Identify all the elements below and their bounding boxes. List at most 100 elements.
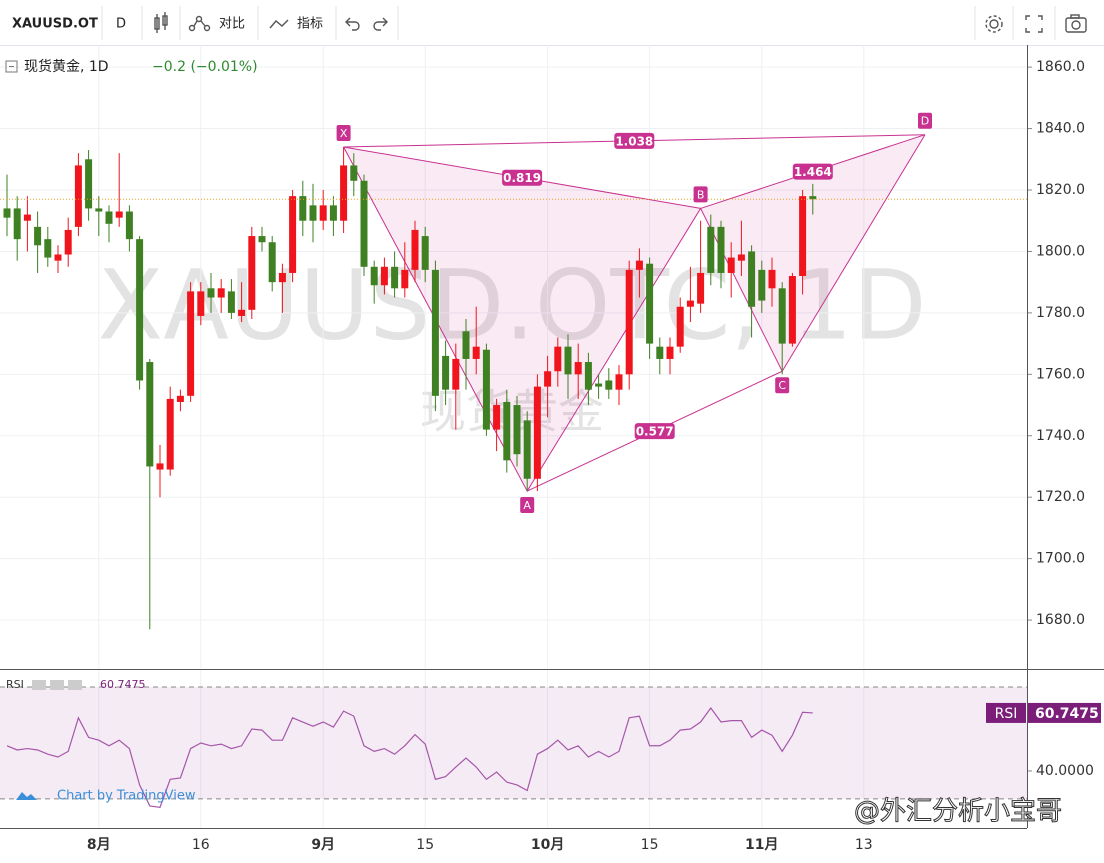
- candle-body: [115, 211, 123, 218]
- candle-body: [217, 288, 225, 298]
- signature: @外汇分析小宝哥: [854, 797, 1062, 827]
- tradingview-logo: [16, 792, 37, 800]
- rsi-tick-label: 40.0000: [1036, 763, 1094, 779]
- candle-body: [156, 463, 164, 470]
- candle-body: [768, 269, 776, 289]
- pattern-fill: [700, 134, 925, 372]
- candle-body: [564, 346, 572, 375]
- candle-body: [697, 272, 705, 304]
- ratio-label: 0.819: [503, 171, 541, 185]
- collapse-icon[interactable]: [5, 60, 18, 73]
- candle-body: [462, 331, 470, 359]
- point-label: A: [523, 499, 531, 512]
- candle-body: [391, 266, 399, 289]
- rsi-legend-name: RSI: [6, 678, 24, 691]
- plot-area: XAUUSD.OTC, 1D 现货黄金 1680.0 1700.0 1720.0 1740…: [0, 45, 1104, 853]
- candle-body: [554, 346, 562, 372]
- candle-body: [319, 205, 327, 221]
- candle-body: [238, 309, 246, 316]
- rsi-legend-icon[interactable]: [50, 680, 64, 690]
- candle-body: [533, 386, 541, 479]
- compare[interactable]: 对比: [219, 17, 245, 32]
- y-tick-label: 1700.0: [1036, 551, 1085, 567]
- candle-icon[interactable]: [154, 12, 168, 33]
- candle-body: [421, 236, 429, 270]
- candle-body: [23, 214, 31, 221]
- ratio-label: 0.577: [636, 425, 674, 439]
- candle-body: [809, 196, 817, 200]
- candle-body: [340, 165, 348, 221]
- candle-body: [64, 229, 72, 255]
- point-label: X: [340, 127, 348, 140]
- candle-body: [54, 254, 62, 261]
- candle-body: [442, 355, 450, 390]
- candle-body: [13, 208, 21, 240]
- rsi-legend-icon[interactable]: [68, 680, 82, 690]
- x-tick-label: 10月: [531, 837, 564, 853]
- candle-body: [635, 260, 643, 270]
- rsi-legend-icon[interactable]: [32, 680, 46, 690]
- point-label: D: [921, 115, 929, 128]
- candle-body: [309, 205, 317, 221]
- candle-body: [472, 346, 480, 359]
- point-label: C: [778, 379, 786, 392]
- watermark-sub: 现货黄金: [420, 385, 604, 439]
- candle-body: [227, 291, 235, 313]
- candle-body: [799, 196, 807, 277]
- fullscreen-icon[interactable]: [1025, 15, 1043, 33]
- x-tick-label: 9月: [311, 837, 335, 853]
- interval[interactable]: D: [116, 17, 126, 32]
- candle-body: [187, 291, 195, 396]
- symbol[interactable]: XAUUSD.OT: [12, 17, 98, 32]
- y-tick-label: 1840.0: [1036, 121, 1085, 137]
- candle-body: [44, 239, 52, 258]
- undo-icon[interactable]: [345, 17, 360, 31]
- watermark: XAUUSD.OTC, 1D: [98, 249, 927, 361]
- candle-body: [605, 380, 613, 390]
- candle-body: [299, 196, 307, 221]
- y-tick-label: 1800.0: [1036, 243, 1085, 259]
- candle-body: [513, 405, 521, 455]
- candle-body: [268, 242, 276, 283]
- compare-icon[interactable]: [188, 15, 211, 32]
- candle-body: [758, 269, 766, 301]
- point-box: [775, 377, 790, 394]
- candle-body: [85, 159, 93, 209]
- candle-body: [207, 288, 215, 298]
- credit[interactable]: Chart by TradingView: [57, 789, 196, 804]
- pattern-fill: [343, 146, 701, 492]
- ratio-box: [614, 132, 655, 149]
- x-tick-label: 16: [192, 837, 210, 853]
- candle-body: [717, 226, 725, 273]
- toolbar: XAUUSD.OT D 对比 指标: [0, 6, 1104, 46]
- snapshot-icon[interactable]: [1065, 14, 1087, 33]
- rsi-axis-value: 60.7475: [1035, 706, 1099, 722]
- candle-body: [370, 266, 378, 286]
- x-tick-label: 15: [416, 837, 434, 853]
- candle-body: [676, 306, 684, 347]
- point-box: [520, 497, 535, 514]
- y-tick-label: 1680.0: [1036, 612, 1085, 628]
- x-tick-label: 15: [641, 837, 659, 853]
- candle-body: [493, 405, 501, 430]
- redo-icon[interactable]: [373, 17, 388, 31]
- candle-body: [574, 362, 582, 375]
- candle-body: [503, 401, 511, 461]
- candle-body: [197, 291, 205, 316]
- candle-body: [523, 420, 531, 479]
- footer: Chart by TradingView @外汇分析小宝哥: [16, 789, 1063, 827]
- candle-body: [360, 180, 368, 267]
- candle-body: [625, 269, 633, 375]
- settings-icon[interactable]: [985, 15, 1003, 33]
- point-box: [918, 112, 932, 129]
- indicators[interactable]: 指标: [297, 17, 323, 32]
- x-tick-label: 13: [855, 837, 873, 853]
- ratio-label: 1.464: [794, 165, 832, 179]
- indicators-icon[interactable]: [269, 19, 289, 29]
- point-box: [336, 124, 351, 141]
- legend: 现货黄金, 1D −0.2 (−0.01%): [5, 58, 258, 75]
- candle-body: [248, 236, 256, 310]
- series-title: 现货黄金, 1D: [24, 58, 109, 75]
- candle-body: [329, 205, 337, 221]
- candle-body: [105, 211, 113, 224]
